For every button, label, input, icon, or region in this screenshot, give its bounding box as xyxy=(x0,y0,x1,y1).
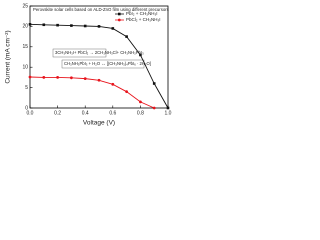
marker xyxy=(152,106,156,110)
marker xyxy=(42,76,46,79)
marker xyxy=(152,82,156,85)
marker xyxy=(139,53,142,57)
marker xyxy=(56,76,59,79)
y-axis-label: Current (mA cm⁻²) xyxy=(5,30,12,83)
annotation-box xyxy=(61,59,145,69)
plot-frame xyxy=(29,5,169,109)
y-tick-label: 10 xyxy=(22,65,28,71)
y-tick-label: 5 xyxy=(25,85,28,91)
marker xyxy=(28,23,32,26)
chart-title: Perovskite solar cells based on ALD-ZnO … xyxy=(33,7,169,12)
marker xyxy=(97,78,101,82)
marker xyxy=(97,25,101,28)
marker xyxy=(166,106,170,110)
marker xyxy=(125,90,128,94)
marker xyxy=(139,100,142,104)
x-tick-label: 0.4 xyxy=(82,110,89,116)
marker xyxy=(83,24,87,28)
marker xyxy=(56,23,59,27)
series-line xyxy=(29,76,155,109)
y-tick-label: 15 xyxy=(22,44,28,50)
marker xyxy=(111,82,115,86)
marker xyxy=(83,77,87,81)
marker xyxy=(70,24,73,27)
marker xyxy=(125,35,128,38)
marker xyxy=(42,23,46,27)
y-tick-label: 25 xyxy=(22,3,28,9)
x-tick-label: 0.2 xyxy=(54,110,61,116)
marker xyxy=(70,76,73,80)
legend-label: PbI₂ + CH₃NH₃I xyxy=(126,11,158,16)
legend-label: PbCl₂ + CH₃NH₃I xyxy=(126,17,161,22)
annotation: 3CH₃NH₃I+ PbCl₂ → 2CH₃NH₃Cl+ CH₃NH₃PbI₃ xyxy=(55,50,144,55)
y-tick-label: 0 xyxy=(25,105,28,111)
x-tick-label: 0.0 xyxy=(27,110,34,116)
y-tick-label: 20 xyxy=(22,24,28,30)
annotation: CH₃NH₃PbI₃ + H₂O ↔ [(CH₃NH₃)₄PbI₆ · 2H₂O… xyxy=(64,61,151,66)
x-tick-label: 0.6 xyxy=(109,110,116,116)
marker xyxy=(111,27,115,30)
marker xyxy=(28,75,32,79)
chart: Perovskite solar cells based on ALD-ZnO … xyxy=(5,3,172,127)
x-tick-label: 1.0 xyxy=(165,110,172,116)
x-axis-label: Voltage (V) xyxy=(83,120,115,127)
annotation-box xyxy=(52,48,107,58)
x-tick-label: 0.8 xyxy=(137,110,144,116)
